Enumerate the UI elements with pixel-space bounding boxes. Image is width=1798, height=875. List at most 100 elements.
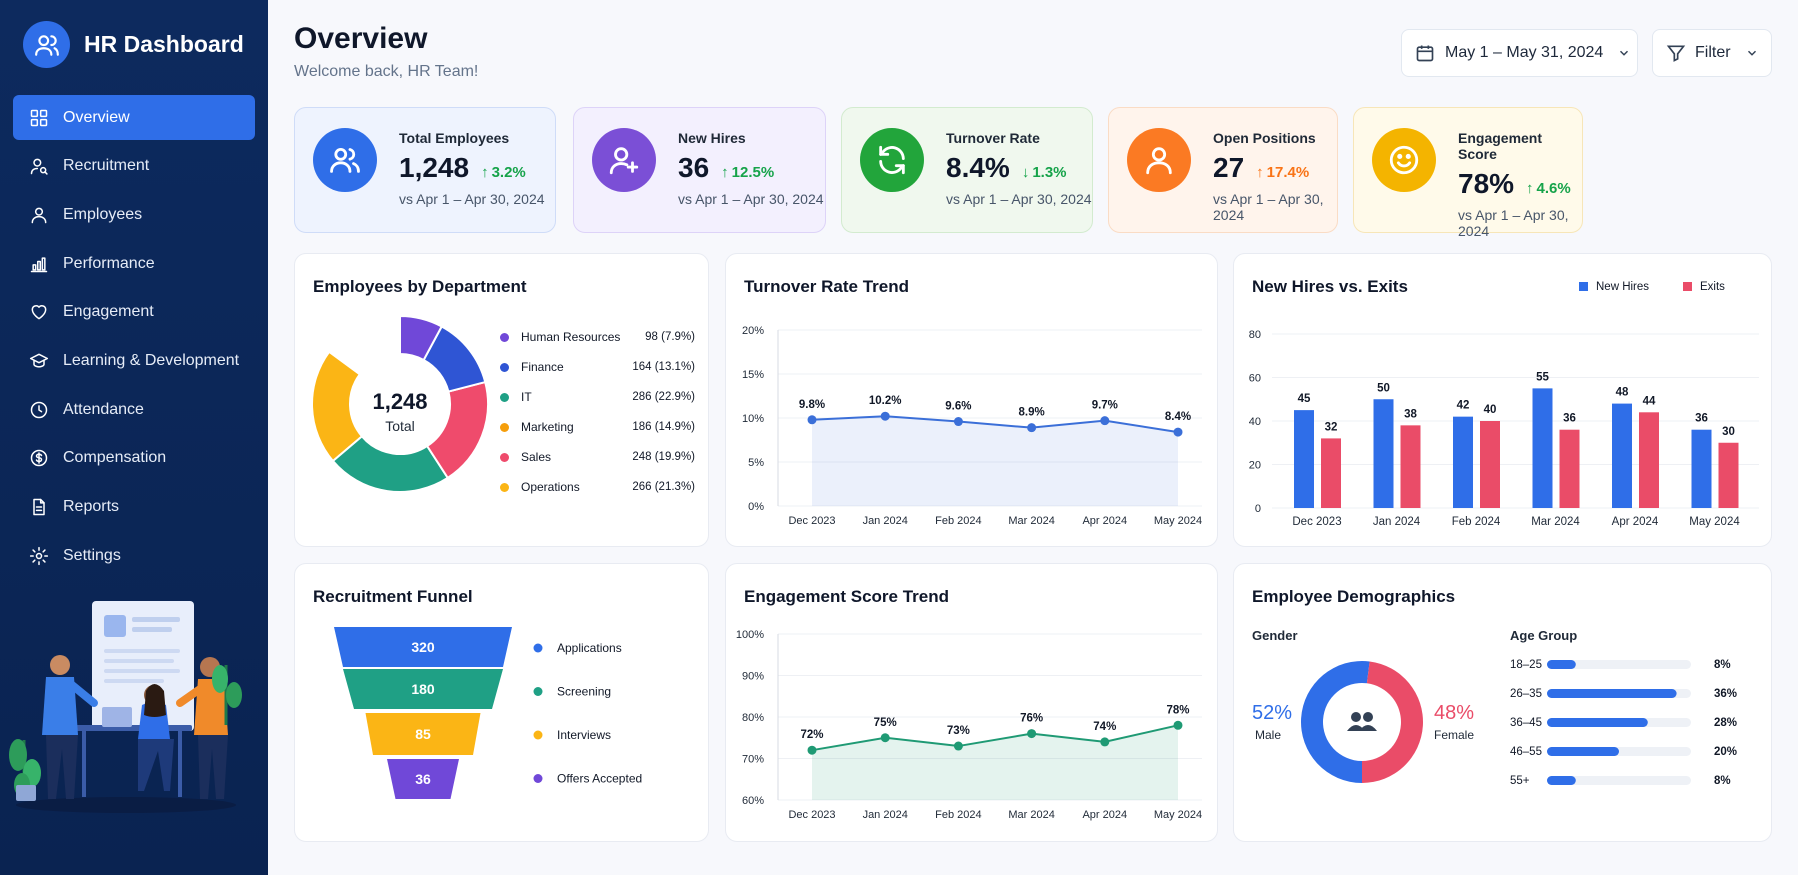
sidebar-item-label: Reports (63, 498, 120, 515)
data-point[interactable] (1027, 423, 1037, 433)
kpi-value: 36 (678, 152, 710, 183)
kpi-text: Engagement Score 78% ↑ 4.6% vs Apr 1 – Apr 3… (1458, 130, 1582, 239)
age-group-bar[interactable] (1547, 689, 1677, 698)
legend-label: Finance (521, 360, 564, 374)
filter-button[interactable]: Filter (1652, 29, 1772, 77)
bar-exits[interactable] (1480, 421, 1500, 508)
data-point[interactable] (953, 417, 963, 427)
legend-swatch (1683, 282, 1692, 291)
sidebar-item-learning-development[interactable]: Learning & Development (13, 338, 255, 383)
kpi-card-turnover-rate[interactable]: Turnover Rate 8.4% ↓ 1.3% vs Apr 1 – Apr 30,… (841, 107, 1093, 233)
sidebar-item-settings[interactable]: Settings (13, 533, 255, 578)
sidebar-item-engagement[interactable]: Engagement (13, 290, 255, 335)
data-point[interactable] (807, 745, 817, 755)
date-range-picker[interactable]: May 1 – May 31, 2024 (1401, 29, 1638, 77)
bar-new-hires[interactable] (1453, 416, 1473, 508)
area-fill (812, 725, 1178, 800)
department-card: Employees by Department 1,248 Total Huma… (294, 253, 709, 547)
data-point[interactable] (880, 411, 890, 421)
legend-label: Sales (521, 450, 552, 464)
donut-slice-it[interactable] (331, 434, 450, 493)
arrow-up-icon: ↑ (1526, 180, 1534, 197)
legend-item: Marketing 186 (14.9%) (500, 420, 695, 434)
bar-value-label: 40 (1484, 404, 1497, 416)
kpi-value-row: 78% ↑ 4.6% (1458, 168, 1582, 200)
main-content: Overview Welcome back, HR Team! May 1 – … (268, 0, 1798, 875)
legend-value: 164 (13.1%) (632, 361, 695, 373)
calendar-icon (1416, 45, 1434, 62)
grid-icon (30, 109, 48, 126)
data-label: 10.2% (869, 395, 902, 407)
gender-label: Gender (1252, 628, 1298, 643)
kpi-compare: vs Apr 1 – Apr 30, 2024 (678, 191, 824, 207)
sidebar-item-label: Employees (63, 205, 143, 223)
graduation-cap-icon (29, 353, 49, 368)
legend-label: New Hires (1596, 281, 1649, 293)
bar-new-hires[interactable] (1612, 403, 1632, 508)
kpi-card-engagement-score[interactable]: Engagement Score 78% ↑ 4.6% vs Apr 1 – Apr 3… (1353, 107, 1583, 239)
funnel-stage-offers-accepted[interactable] (387, 759, 459, 799)
female-label: Female (1434, 728, 1475, 742)
turnover-line-chart: 0% 5% 10% 15% 20% 9.8% Dec 2023 10.2% Jan 2024 9.… (742, 325, 1202, 527)
bar-exits[interactable] (1559, 429, 1580, 508)
sidebar-item-label: Engagement (63, 303, 154, 321)
age-group-bar[interactable] (1547, 718, 1648, 727)
data-point[interactable] (1173, 720, 1183, 730)
sidebar-item-employees[interactable]: Employees (13, 192, 255, 237)
bar-exits[interactable] (1400, 425, 1421, 508)
funnel-stage-interviews[interactable] (365, 713, 481, 755)
donut-slice-human-resources[interactable] (399, 314, 444, 362)
bar-new-hires[interactable] (1691, 429, 1712, 508)
male-label: Male (1255, 728, 1282, 742)
funnel-stage-screening[interactable] (343, 669, 503, 709)
bar-exits[interactable] (1718, 442, 1739, 508)
age-group-bar[interactable] (1547, 660, 1576, 669)
sidebar-item-performance[interactable]: Performance (13, 241, 255, 286)
kpi-card-open-positions[interactable]: Open Positions 27 ↑ 17.4% vs Apr 1 – Apr 30,… (1108, 107, 1338, 233)
donut-slice-sales[interactable] (425, 380, 489, 480)
data-point[interactable] (1100, 737, 1110, 747)
y-tick-label: 40 (1249, 416, 1261, 428)
sidebar-item-reports[interactable]: Reports (13, 485, 255, 530)
data-point[interactable] (807, 415, 817, 425)
y-tick-label: 90% (742, 671, 764, 683)
bar-new-hires[interactable] (1532, 388, 1553, 508)
data-point[interactable] (1100, 416, 1110, 426)
donut-slice-operations[interactable] (311, 350, 364, 463)
kpi-delta-value: 3.2% (491, 164, 526, 181)
kpi-card-new-hires[interactable]: New Hires 36 ↑ 12.5% vs Apr 1 – Apr 30, 2024 (573, 107, 826, 233)
kpi-card-total-employees[interactable]: Total Employees 1,248 ↑ 3.2% vs Apr 1 – Apr … (294, 107, 556, 233)
kpi-delta-value: 12.5% (731, 164, 775, 181)
bar-exits[interactable] (1639, 412, 1659, 508)
age-group-bar[interactable] (1547, 776, 1576, 785)
data-point[interactable] (1173, 427, 1183, 437)
sidebar-item-compensation[interactable]: Compensation (13, 436, 255, 481)
funnel-stage-applications[interactable] (334, 627, 512, 667)
x-tick-label: Jan 2024 (1373, 516, 1421, 528)
age-group-bar[interactable] (1547, 747, 1619, 756)
donut-slice-finance[interactable] (422, 325, 487, 393)
hires-exits-card: New Hires vs. Exits 0 20 40 60 80 45 32 Dec 202… (1233, 253, 1772, 547)
data-point[interactable] (1027, 729, 1037, 739)
data-point[interactable] (953, 741, 963, 751)
y-tick-label: 20 (1249, 460, 1261, 472)
gender-slice-male[interactable] (1301, 661, 1370, 783)
bar-new-hires[interactable] (1294, 410, 1314, 508)
sidebar-item-recruitment[interactable]: Recruitment (13, 144, 255, 189)
sidebar-item-attendance[interactable]: Attendance (13, 387, 255, 432)
sidebar-item-overview[interactable]: Overview (13, 95, 255, 140)
bar-chart-icon (30, 256, 48, 272)
kpi-compare: vs Apr 1 – Apr 30, 2024 (946, 191, 1092, 207)
data-label: 75% (874, 717, 897, 729)
x-tick-label: Dec 2023 (788, 809, 835, 821)
bar-exits[interactable] (1321, 438, 1341, 508)
card-title: Recruitment Funnel (313, 587, 473, 606)
bar-new-hires[interactable] (1373, 399, 1394, 508)
kpi-icon-badge (313, 128, 377, 192)
chevron-down-icon (1747, 50, 1756, 56)
data-point[interactable] (880, 733, 890, 743)
kpi-value: 78% (1458, 168, 1515, 199)
kpi-compare: vs Apr 1 – Apr 30, 2024 (1213, 191, 1324, 223)
smile-icon (1389, 145, 1419, 175)
gender-slice-female[interactable] (1362, 661, 1423, 783)
